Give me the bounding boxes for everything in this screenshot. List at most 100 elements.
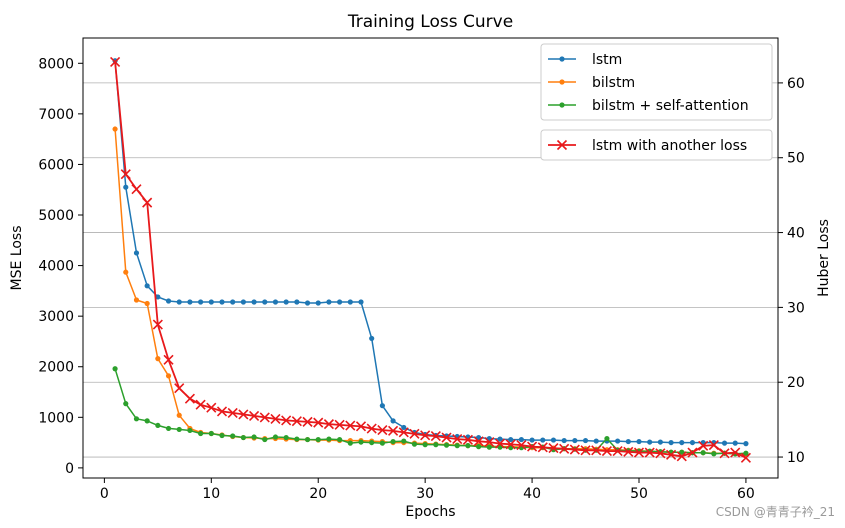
- data-point: [304, 436, 311, 443]
- data-point: [283, 299, 289, 305]
- data-point: [398, 427, 409, 438]
- legend-box: [540, 43, 773, 121]
- data-point: [294, 436, 300, 442]
- data-point: [505, 439, 516, 450]
- data-point: [644, 447, 655, 458]
- data-point: [516, 440, 527, 451]
- data-point: [323, 419, 334, 430]
- data-point: [304, 300, 311, 306]
- data-point: [355, 421, 367, 432]
- data-point: [366, 423, 377, 434]
- data-point: [401, 438, 407, 444]
- data-point: [155, 356, 161, 362]
- data-point: [698, 440, 709, 451]
- legend-box: [540, 129, 773, 161]
- data-point: [187, 427, 193, 434]
- legend-marker: [559, 56, 565, 62]
- data-point: [240, 299, 246, 305]
- data-point: [676, 451, 687, 462]
- data-point: [377, 425, 388, 436]
- data-point: [112, 126, 118, 132]
- data-point: [123, 184, 129, 190]
- data-point: [687, 447, 698, 458]
- y2-tick-label: 40: [787, 226, 805, 242]
- chart-title: Training Loss Curve: [347, 12, 513, 32]
- data-point: [315, 436, 321, 443]
- data-point: [230, 299, 236, 305]
- data-point: [133, 297, 140, 303]
- data-point: [112, 366, 118, 372]
- data-point: [155, 422, 161, 429]
- data-point: [184, 393, 195, 404]
- data-point: [208, 430, 214, 437]
- data-point: [326, 436, 332, 442]
- data-point: [369, 439, 375, 446]
- data-point: [740, 452, 751, 463]
- data-point: [452, 434, 463, 445]
- data-point: [123, 269, 129, 275]
- data-point: [430, 431, 441, 442]
- data-point: [612, 445, 623, 457]
- x-tick-label: 40: [523, 486, 541, 502]
- data-point: [390, 418, 396, 424]
- data-point: [291, 416, 302, 427]
- x-tick-label: 0: [100, 486, 109, 502]
- data-point: [633, 447, 645, 458]
- data-point: [313, 417, 324, 428]
- data-point: [270, 413, 281, 424]
- data-point: [443, 442, 450, 448]
- data-point: [647, 439, 653, 445]
- data-point: [743, 450, 749, 456]
- y2-tick-label: 10: [787, 450, 805, 466]
- data-point: [497, 436, 503, 442]
- legend-marker: [559, 102, 565, 108]
- x-tick-label: 60: [737, 486, 755, 502]
- data-point: [527, 441, 538, 452]
- data-point: [198, 299, 204, 305]
- data-point: [721, 440, 728, 446]
- y-tick-label: 5000: [38, 208, 74, 224]
- data-point: [518, 436, 524, 443]
- data-point: [176, 426, 182, 433]
- data-point: [369, 335, 375, 342]
- data-point: [165, 298, 172, 304]
- y2-tick-label: 60: [787, 76, 805, 92]
- data-point: [334, 419, 345, 430]
- data-point: [144, 418, 150, 424]
- data-point: [155, 294, 161, 300]
- data-point: [623, 446, 634, 457]
- data-point: [294, 299, 300, 305]
- data-point: [131, 184, 142, 195]
- data-point: [441, 432, 452, 443]
- data-point: [358, 299, 364, 305]
- data-point: [347, 440, 353, 446]
- x-tick-label: 50: [630, 486, 648, 502]
- y-tick-label: 0: [65, 461, 74, 477]
- data-point: [133, 250, 140, 256]
- data-point: [283, 434, 289, 441]
- data-point: [580, 445, 591, 456]
- data-point: [347, 299, 353, 305]
- y-tick-label: 4000: [38, 259, 74, 275]
- data-point: [123, 401, 129, 407]
- y2-tick-label: 50: [787, 151, 805, 167]
- data-point: [358, 439, 364, 445]
- data-point: [144, 283, 150, 289]
- legend-label: bilstm: [592, 75, 635, 91]
- data-point: [272, 434, 279, 440]
- data-point: [326, 299, 332, 305]
- data-point: [719, 448, 730, 459]
- data-point: [689, 439, 696, 446]
- data-point: [569, 444, 580, 455]
- x-tick-label: 10: [202, 486, 220, 502]
- y2-axis-title: Huber Loss: [816, 219, 832, 297]
- data-point: [422, 442, 428, 448]
- data-point: [668, 439, 674, 446]
- legend-left-axis: lstm bilstm bilstm + self-attention: [540, 43, 773, 121]
- data-point: [679, 449, 685, 455]
- data-point: [615, 438, 621, 444]
- data-point: [572, 437, 578, 444]
- data-point: [251, 299, 257, 305]
- data-point: [433, 442, 439, 448]
